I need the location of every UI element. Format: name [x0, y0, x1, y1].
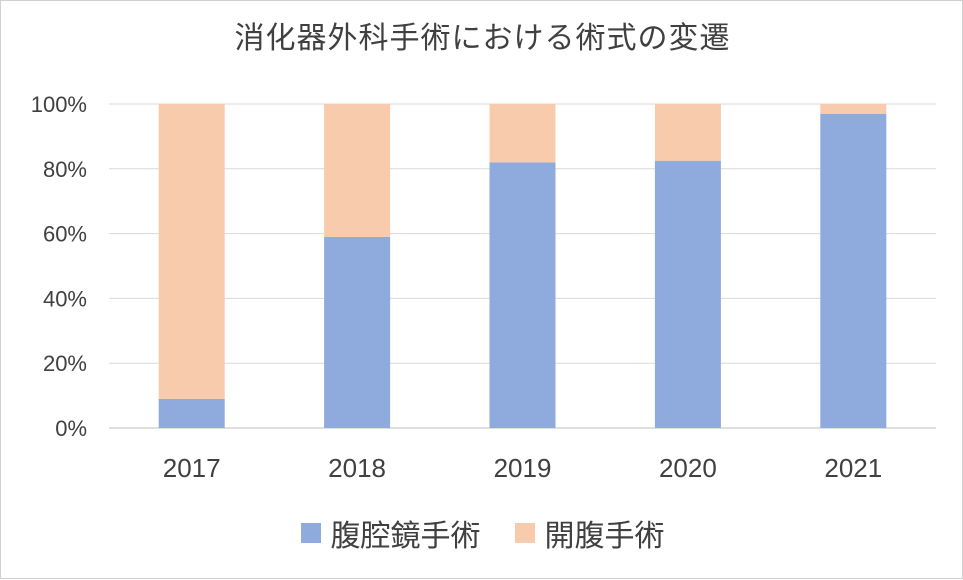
bar-open [158, 104, 225, 399]
chart-title: 消化器外科手術における術式の変遷 [234, 21, 731, 56]
bar-open [324, 104, 391, 237]
y-tick-label: 60% [43, 222, 87, 247]
bar-laparoscopic [158, 398, 225, 428]
legend-swatch-laparoscopic [300, 523, 321, 543]
x-tick-label: 2020 [659, 453, 717, 483]
legend: 腹腔鏡手術 開腹手術 [1, 511, 963, 555]
y-tick-label: 100% [31, 92, 87, 117]
bar-open [489, 104, 556, 163]
y-tick-labels: 0% 20% 40% 60% 80% 100% [31, 92, 87, 441]
legend-item-laparoscopic: 腹腔鏡手術 [300, 511, 481, 555]
bar-laparoscopic [654, 160, 721, 428]
legend-item-open: 開腹手術 [514, 511, 665, 555]
x-tick-label: 2019 [494, 453, 552, 483]
y-tick-label: 80% [43, 157, 87, 182]
legend-label-laparoscopic: 腹腔鏡手術 [330, 519, 481, 554]
bar-laparoscopic [324, 236, 391, 428]
legend-swatch-open [514, 523, 535, 543]
x-tick-label: 2017 [163, 453, 221, 483]
bar-open [654, 104, 721, 161]
bar-laparoscopic [820, 113, 887, 428]
bars [158, 104, 887, 428]
bar-open [820, 104, 887, 114]
x-tick-labels: 2017 2018 2019 2020 2021 [163, 453, 882, 483]
x-tick-label: 2021 [824, 453, 882, 483]
y-tick-label: 20% [43, 351, 87, 376]
y-tick-label: 40% [43, 286, 87, 311]
y-tick-label: 0% [55, 416, 87, 441]
bar-laparoscopic [489, 162, 556, 428]
x-tick-label: 2018 [328, 453, 386, 483]
legend-label-open: 開腹手術 [544, 519, 665, 554]
